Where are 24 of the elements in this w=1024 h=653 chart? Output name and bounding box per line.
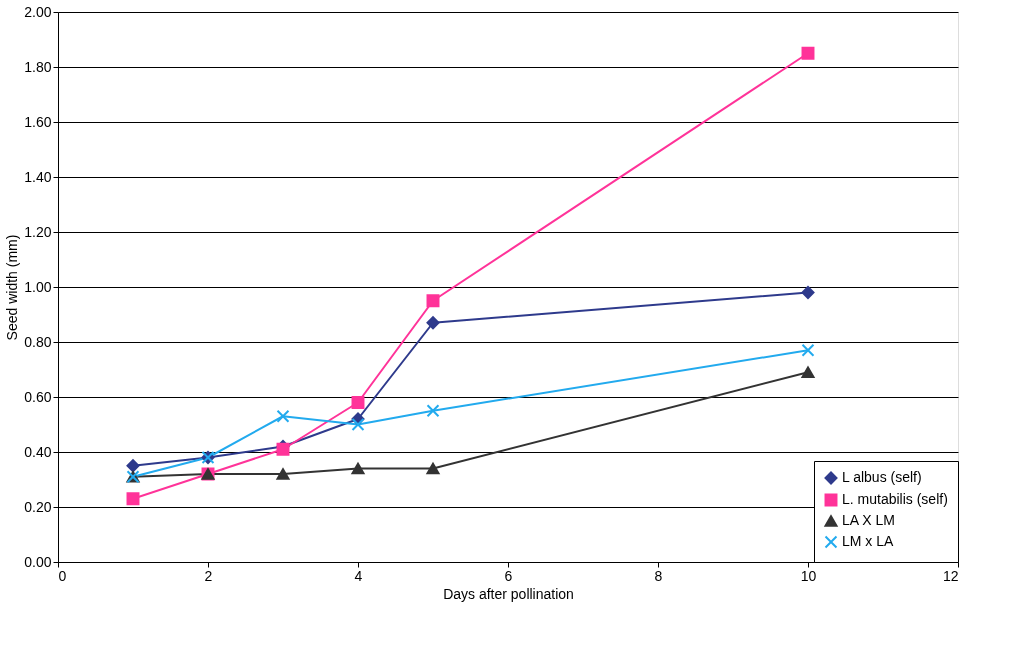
- y-tick-label: 2.00: [24, 3, 52, 20]
- y-axis-title: Seed width (mm): [4, 234, 21, 341]
- x-axis-title: Days after pollination: [443, 585, 574, 602]
- y-tick-label: 0.80: [24, 333, 52, 350]
- y-tick-label: 0.20: [24, 498, 52, 515]
- y-tick-label: 1.00: [24, 278, 52, 295]
- legend-label: L. mutabilis (self): [842, 491, 948, 507]
- x-tick-label: 2: [204, 567, 213, 584]
- y-tick-label: 1.60: [24, 113, 52, 130]
- y-tick-label: 1.20: [24, 223, 52, 240]
- y-tick-label: 0.00: [24, 553, 52, 570]
- y-tick-label: 0.40: [24, 443, 52, 460]
- x-tick-label: 4: [354, 567, 363, 584]
- y-tick-label: 1.40: [24, 168, 52, 185]
- legend-label: LA X LM: [842, 512, 895, 528]
- y-tick-label: 0.60: [24, 388, 52, 405]
- x-tick-label: 12: [942, 567, 959, 584]
- x-tick-label: 10: [800, 567, 817, 584]
- x-tick-label: 6: [504, 567, 513, 584]
- legend-label: L albus (self): [842, 469, 922, 485]
- x-tick-label: 8: [654, 567, 663, 584]
- x-tick-label: 0: [58, 567, 67, 584]
- y-tick-label: 1.80: [24, 58, 52, 75]
- legend-label: LM x LA: [842, 533, 895, 549]
